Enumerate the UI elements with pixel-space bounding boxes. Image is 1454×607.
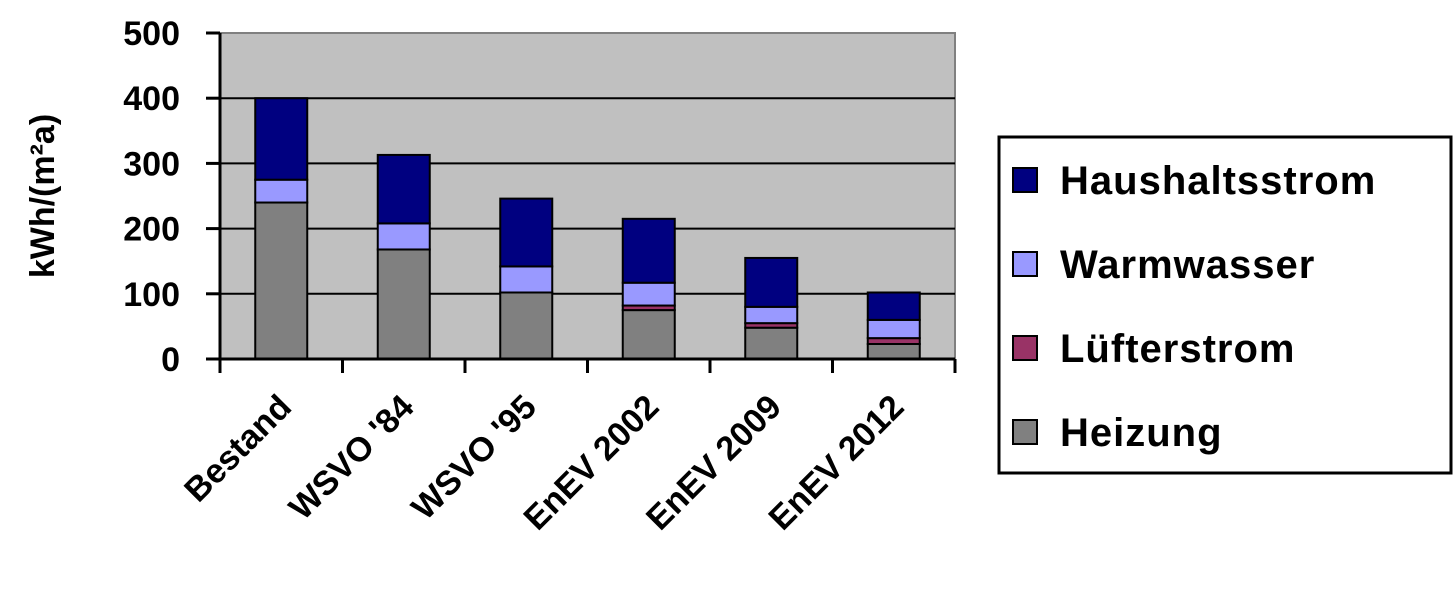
x-category-label: Bestand bbox=[177, 388, 299, 510]
bars bbox=[254, 97, 921, 361]
bar-segment bbox=[376, 153, 431, 225]
bar-segment bbox=[254, 97, 309, 181]
x-category-label: WSVO '84 bbox=[282, 388, 422, 528]
bar-segment bbox=[744, 256, 799, 308]
bar-segment bbox=[254, 178, 309, 204]
legend: Haushaltsstrom Warmwasser Lüfterstrom Heizu… bbox=[997, 135, 1453, 475]
bar-segment bbox=[744, 326, 799, 361]
bar-segment bbox=[866, 343, 921, 360]
bar-segment bbox=[744, 305, 799, 325]
legend-box bbox=[997, 135, 1453, 475]
legend-label: Warmwasser bbox=[1060, 243, 1315, 287]
legend-swatch bbox=[1012, 251, 1038, 277]
y-tick-label: 400 bbox=[123, 80, 180, 118]
legend-swatch bbox=[1012, 167, 1038, 193]
bar-segment bbox=[866, 318, 921, 340]
bar-segment bbox=[621, 217, 676, 284]
legend-swatch bbox=[1012, 419, 1038, 445]
legend-label: Haushaltsstrom bbox=[1060, 159, 1376, 203]
gridlines bbox=[220, 97, 955, 295]
y-tick-label: 300 bbox=[123, 145, 180, 183]
bar-segment bbox=[499, 291, 554, 360]
y-axis-title: kWh/(m²a) bbox=[24, 114, 62, 278]
bar-segment bbox=[376, 248, 431, 361]
bar-segment bbox=[376, 222, 431, 251]
bar-segment bbox=[621, 281, 676, 307]
y-tick-labels: 0 100 200 300 400 500 bbox=[123, 15, 180, 379]
plot-area bbox=[219, 32, 956, 360]
bar-segment bbox=[499, 265, 554, 294]
y-tick-label: 100 bbox=[123, 276, 180, 314]
y-tick-label: 200 bbox=[123, 211, 180, 249]
bar-segment bbox=[499, 197, 554, 268]
axes bbox=[206, 31, 957, 373]
bar-segment bbox=[254, 201, 309, 360]
y-tick-label: 0 bbox=[161, 341, 180, 379]
legend-swatch bbox=[1012, 335, 1038, 361]
bar-segment bbox=[866, 291, 921, 321]
legend-label: Lüfterstrom bbox=[1060, 327, 1295, 371]
y-tick-label: 500 bbox=[123, 15, 180, 53]
bar-segment bbox=[621, 309, 676, 361]
legend-label: Heizung bbox=[1060, 411, 1223, 455]
